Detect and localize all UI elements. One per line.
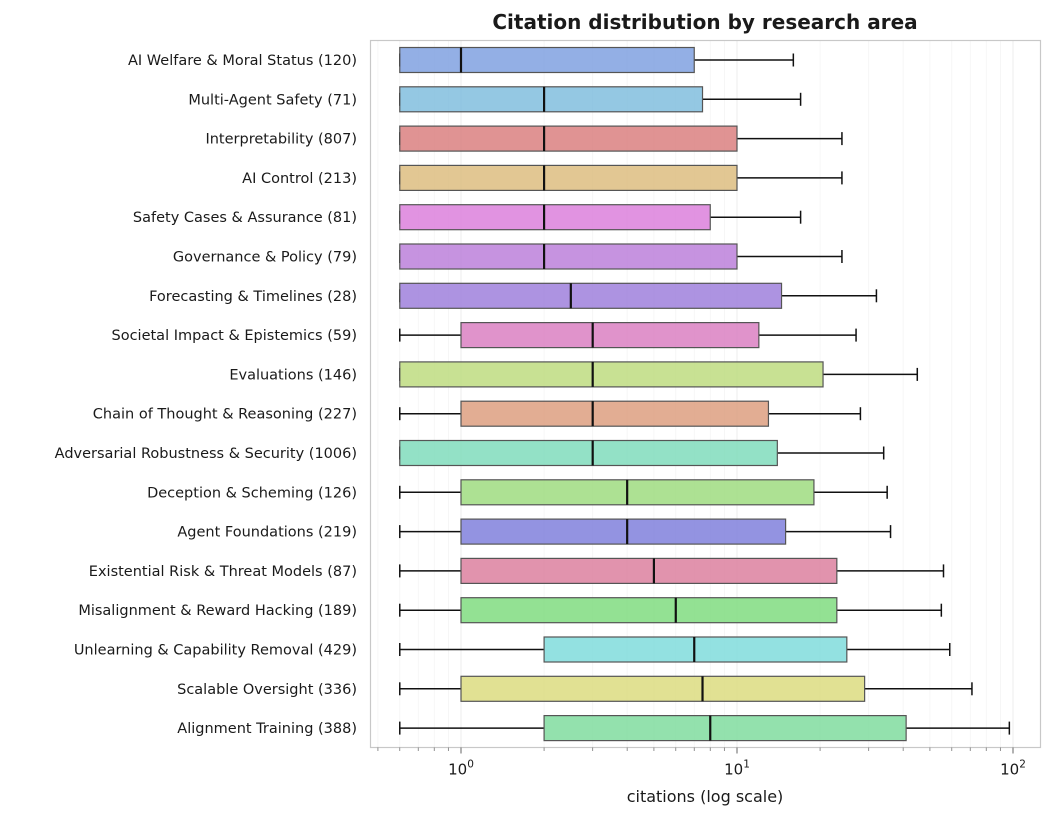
chart-title: Citation distribution by research area bbox=[492, 10, 917, 34]
category-label: Existential Risk & Threat Models (87) bbox=[89, 564, 357, 580]
box-10 bbox=[399, 439, 885, 467]
x-tick-label: 101 bbox=[724, 759, 750, 779]
box-1 bbox=[399, 86, 802, 113]
box-12 bbox=[399, 518, 892, 545]
category-label: AI Control (213) bbox=[242, 171, 357, 187]
box-body bbox=[460, 400, 770, 427]
x-tick-label: 100 bbox=[448, 759, 474, 779]
category-label: Safety Cases & Assurance (81) bbox=[133, 210, 357, 226]
plot-frame bbox=[369, 39, 1042, 749]
box-body bbox=[399, 243, 738, 270]
box-body bbox=[399, 282, 783, 309]
box-14 bbox=[399, 597, 943, 624]
category-label: Societal Impact & Epistemics (59) bbox=[112, 328, 358, 344]
category-label: Agent Foundations (219) bbox=[177, 525, 357, 541]
category-label: Forecasting & Timelines (28) bbox=[149, 289, 357, 305]
category-label: Alignment Training (388) bbox=[177, 721, 357, 737]
category-label: AI Welfare & Moral Status (120) bbox=[128, 53, 357, 69]
category-label: Adversarial Robustness & Security (1006) bbox=[55, 446, 357, 462]
box-3 bbox=[399, 164, 843, 191]
box-body bbox=[399, 86, 704, 113]
box-9 bbox=[399, 400, 862, 427]
category-label: Chain of Thought & Reasoning (227) bbox=[93, 407, 357, 423]
category-label: Interpretability (807) bbox=[205, 132, 357, 148]
category-label: Unlearning & Capability Removal (429) bbox=[74, 643, 357, 659]
box-body bbox=[460, 322, 760, 349]
grid-lines bbox=[377, 40, 1014, 748]
box-series bbox=[399, 46, 1011, 742]
box-11 bbox=[399, 479, 888, 506]
box-13 bbox=[399, 557, 945, 585]
box-17 bbox=[399, 714, 1011, 742]
box-body bbox=[543, 714, 907, 742]
box-8 bbox=[399, 361, 919, 388]
category-label: Misalignment & Reward Hacking (189) bbox=[78, 603, 357, 619]
box-body bbox=[399, 164, 738, 191]
box-6 bbox=[399, 282, 878, 309]
box-body bbox=[399, 204, 711, 231]
x-axis-label: citations (log scale) bbox=[627, 787, 784, 806]
box-body bbox=[460, 557, 838, 585]
category-labels: AI Welfare & Moral Status (120) Multi-Age… bbox=[55, 53, 357, 737]
box-0 bbox=[399, 46, 795, 74]
category-label: Deception & Scheming (126) bbox=[147, 485, 357, 501]
box-body bbox=[460, 675, 866, 702]
box-body bbox=[543, 636, 848, 663]
box-body bbox=[399, 125, 738, 152]
box-body bbox=[399, 439, 778, 467]
category-label: Governance & Policy (79) bbox=[173, 250, 357, 266]
box-7 bbox=[399, 322, 857, 349]
category-label: Scalable Oversight (336) bbox=[177, 682, 357, 698]
box-2 bbox=[399, 125, 843, 152]
box-5 bbox=[399, 243, 843, 270]
box-body bbox=[460, 518, 787, 545]
category-label: Multi-Agent Safety (71) bbox=[188, 92, 357, 108]
x-tick-label: 102 bbox=[1000, 759, 1026, 779]
box-4 bbox=[399, 204, 802, 231]
box-body bbox=[399, 361, 824, 388]
box-15 bbox=[399, 636, 951, 663]
box-body bbox=[399, 46, 695, 74]
box-body bbox=[460, 597, 838, 624]
box-16 bbox=[399, 675, 973, 702]
box-body bbox=[460, 479, 815, 506]
category-label: Evaluations (146) bbox=[229, 367, 357, 383]
x-axis-ticks: 100 101 102 bbox=[377, 747, 1026, 779]
